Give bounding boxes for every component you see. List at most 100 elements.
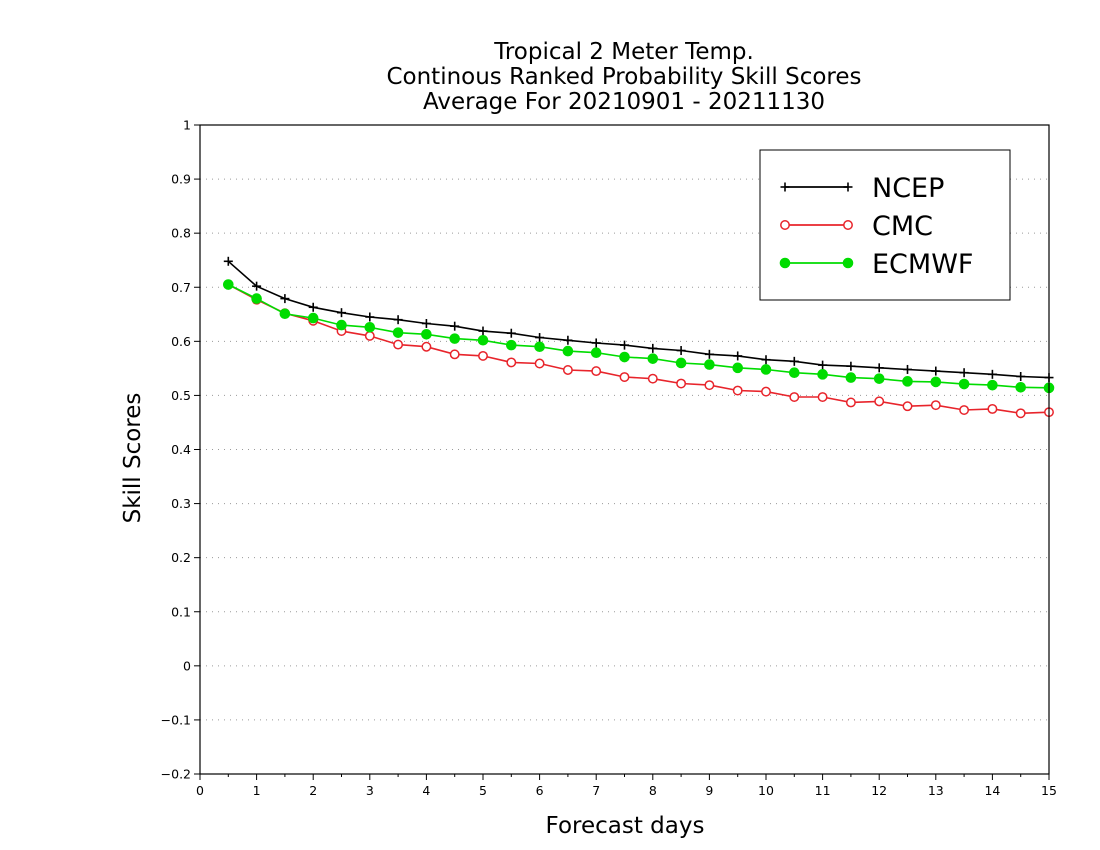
point-ncep: [365, 312, 375, 322]
legend-label-ncep: NCEP: [872, 173, 944, 204]
point-ecmwf: [779, 257, 791, 269]
point-cmc: [959, 405, 970, 415]
point-ncep: [421, 318, 431, 328]
x-tick-label: 7: [592, 783, 600, 798]
chart-title-line-3: Average For 20210901 - 20211130: [423, 89, 825, 115]
point-cmc: [902, 401, 913, 412]
x-tick-label: 12: [871, 783, 887, 798]
x-tick-label: 0: [196, 783, 204, 798]
point-ecmwf: [449, 333, 461, 344]
point-ecmwf: [958, 378, 970, 390]
y-tick-label: 0.6: [171, 334, 191, 349]
point-cmc: [534, 358, 545, 369]
x-tick-labels: 0 1 2 3 4 5 6 7 8 9 10 11 12 13 14 15: [196, 783, 1057, 798]
point-cmc: [647, 373, 658, 384]
point-cmc: [676, 378, 687, 389]
x-tick-label: 3: [366, 783, 374, 798]
point-cmc: [817, 392, 828, 402]
point-cmc: [364, 330, 375, 341]
point-ecmwf: [817, 369, 828, 380]
point-ncep: [780, 182, 790, 192]
y-tick-label: 0.3: [171, 496, 191, 511]
y-axis-label: Skill Scores: [120, 393, 146, 524]
point-cmc: [478, 350, 488, 361]
point-ecmwf: [279, 308, 291, 320]
x-tick-label: 15: [1041, 783, 1057, 798]
point-ncep: [223, 256, 233, 266]
point-cmc: [619, 372, 630, 382]
point-ncep: [506, 328, 516, 338]
y-tick-label: 0.9: [171, 172, 191, 187]
x-tick-label: 14: [984, 783, 1000, 798]
point-ncep: [931, 366, 941, 376]
chart-title: Tropical 2 Meter Temp. Continous Ranked …: [386, 39, 861, 115]
y-tick-label: 0.7: [171, 280, 191, 295]
point-ncep: [789, 356, 799, 366]
point-ecmwf: [675, 357, 687, 369]
point-ncep: [676, 346, 686, 356]
point-ncep: [450, 321, 460, 331]
point-ecmwf: [251, 293, 262, 304]
point-cmc: [591, 366, 602, 377]
x-tick-label: 1: [253, 783, 261, 798]
point-ecmwf: [590, 347, 602, 358]
y-tick-label: 0: [183, 658, 191, 673]
point-ecmwf: [760, 364, 772, 375]
series-line-ncep: [227, 260, 1050, 379]
point-ncep: [478, 326, 488, 336]
point-ncep: [704, 349, 714, 359]
point-cmc: [1015, 408, 1026, 419]
y-tick-label: −0.2: [161, 767, 191, 782]
axis-ticks: [194, 124, 1050, 780]
x-tick-label: 9: [705, 783, 713, 798]
point-ecmwf: [845, 372, 857, 383]
point-ncep: [591, 338, 601, 348]
point-ecmwf: [364, 321, 376, 333]
x-tick-label: 5: [479, 783, 487, 798]
point-ecmwf: [619, 351, 630, 363]
point-cmc: [761, 386, 771, 397]
point-ecmwf: [647, 353, 659, 364]
point-cmc: [506, 357, 517, 368]
point-ncep: [846, 361, 856, 371]
point-ecmwf: [902, 376, 913, 387]
point-ecmwf: [392, 327, 404, 338]
point-ncep: [393, 315, 403, 325]
point-ecmwf: [704, 359, 715, 370]
series-line-cmc: [227, 283, 1050, 415]
point-ncep: [337, 308, 346, 318]
x-tick-label: 10: [758, 783, 774, 798]
series-markers: [223, 256, 1055, 419]
point-ecmwf: [506, 339, 517, 351]
point-cmc: [930, 400, 941, 411]
point-cmc: [843, 220, 853, 230]
point-cmc: [874, 396, 885, 407]
x-tick-label: 2: [309, 783, 317, 798]
legend: NCEP CMC ECMWF: [759, 149, 1011, 301]
point-ncep: [959, 368, 969, 378]
point-ecmwf: [477, 334, 489, 346]
y-tick-label: 0.8: [171, 226, 191, 241]
chart-title-line-2: Continous Ranked Probability Skill Score…: [386, 64, 861, 90]
point-ncep: [733, 351, 743, 361]
point-ecmwf: [732, 362, 744, 374]
point-ncep: [987, 369, 997, 379]
point-ncep: [1016, 371, 1026, 381]
point-ecmwf: [1015, 382, 1027, 393]
point-ecmwf: [421, 329, 432, 340]
point-ecmwf: [336, 319, 347, 331]
y-tick-labels: −0.2 −0.1 0 0.1 0.2 0.3 0.4 0.5 0.6 0.7 0.8 0.9 1: [161, 118, 191, 782]
point-ncep: [648, 343, 658, 353]
point-ecmwf: [307, 312, 319, 324]
y-tick-label: 0.4: [171, 442, 191, 457]
legend-label-cmc: CMC: [872, 211, 933, 242]
point-ecmwf: [789, 367, 800, 379]
legend-label-ecmwf: ECMWF: [872, 249, 973, 280]
y-tick-label: 0.2: [171, 550, 191, 565]
point-cmc: [732, 385, 743, 396]
point-cmc: [421, 341, 432, 352]
x-tick-label: 11: [815, 783, 831, 798]
point-cmc: [393, 339, 404, 350]
point-cmc: [562, 365, 573, 375]
